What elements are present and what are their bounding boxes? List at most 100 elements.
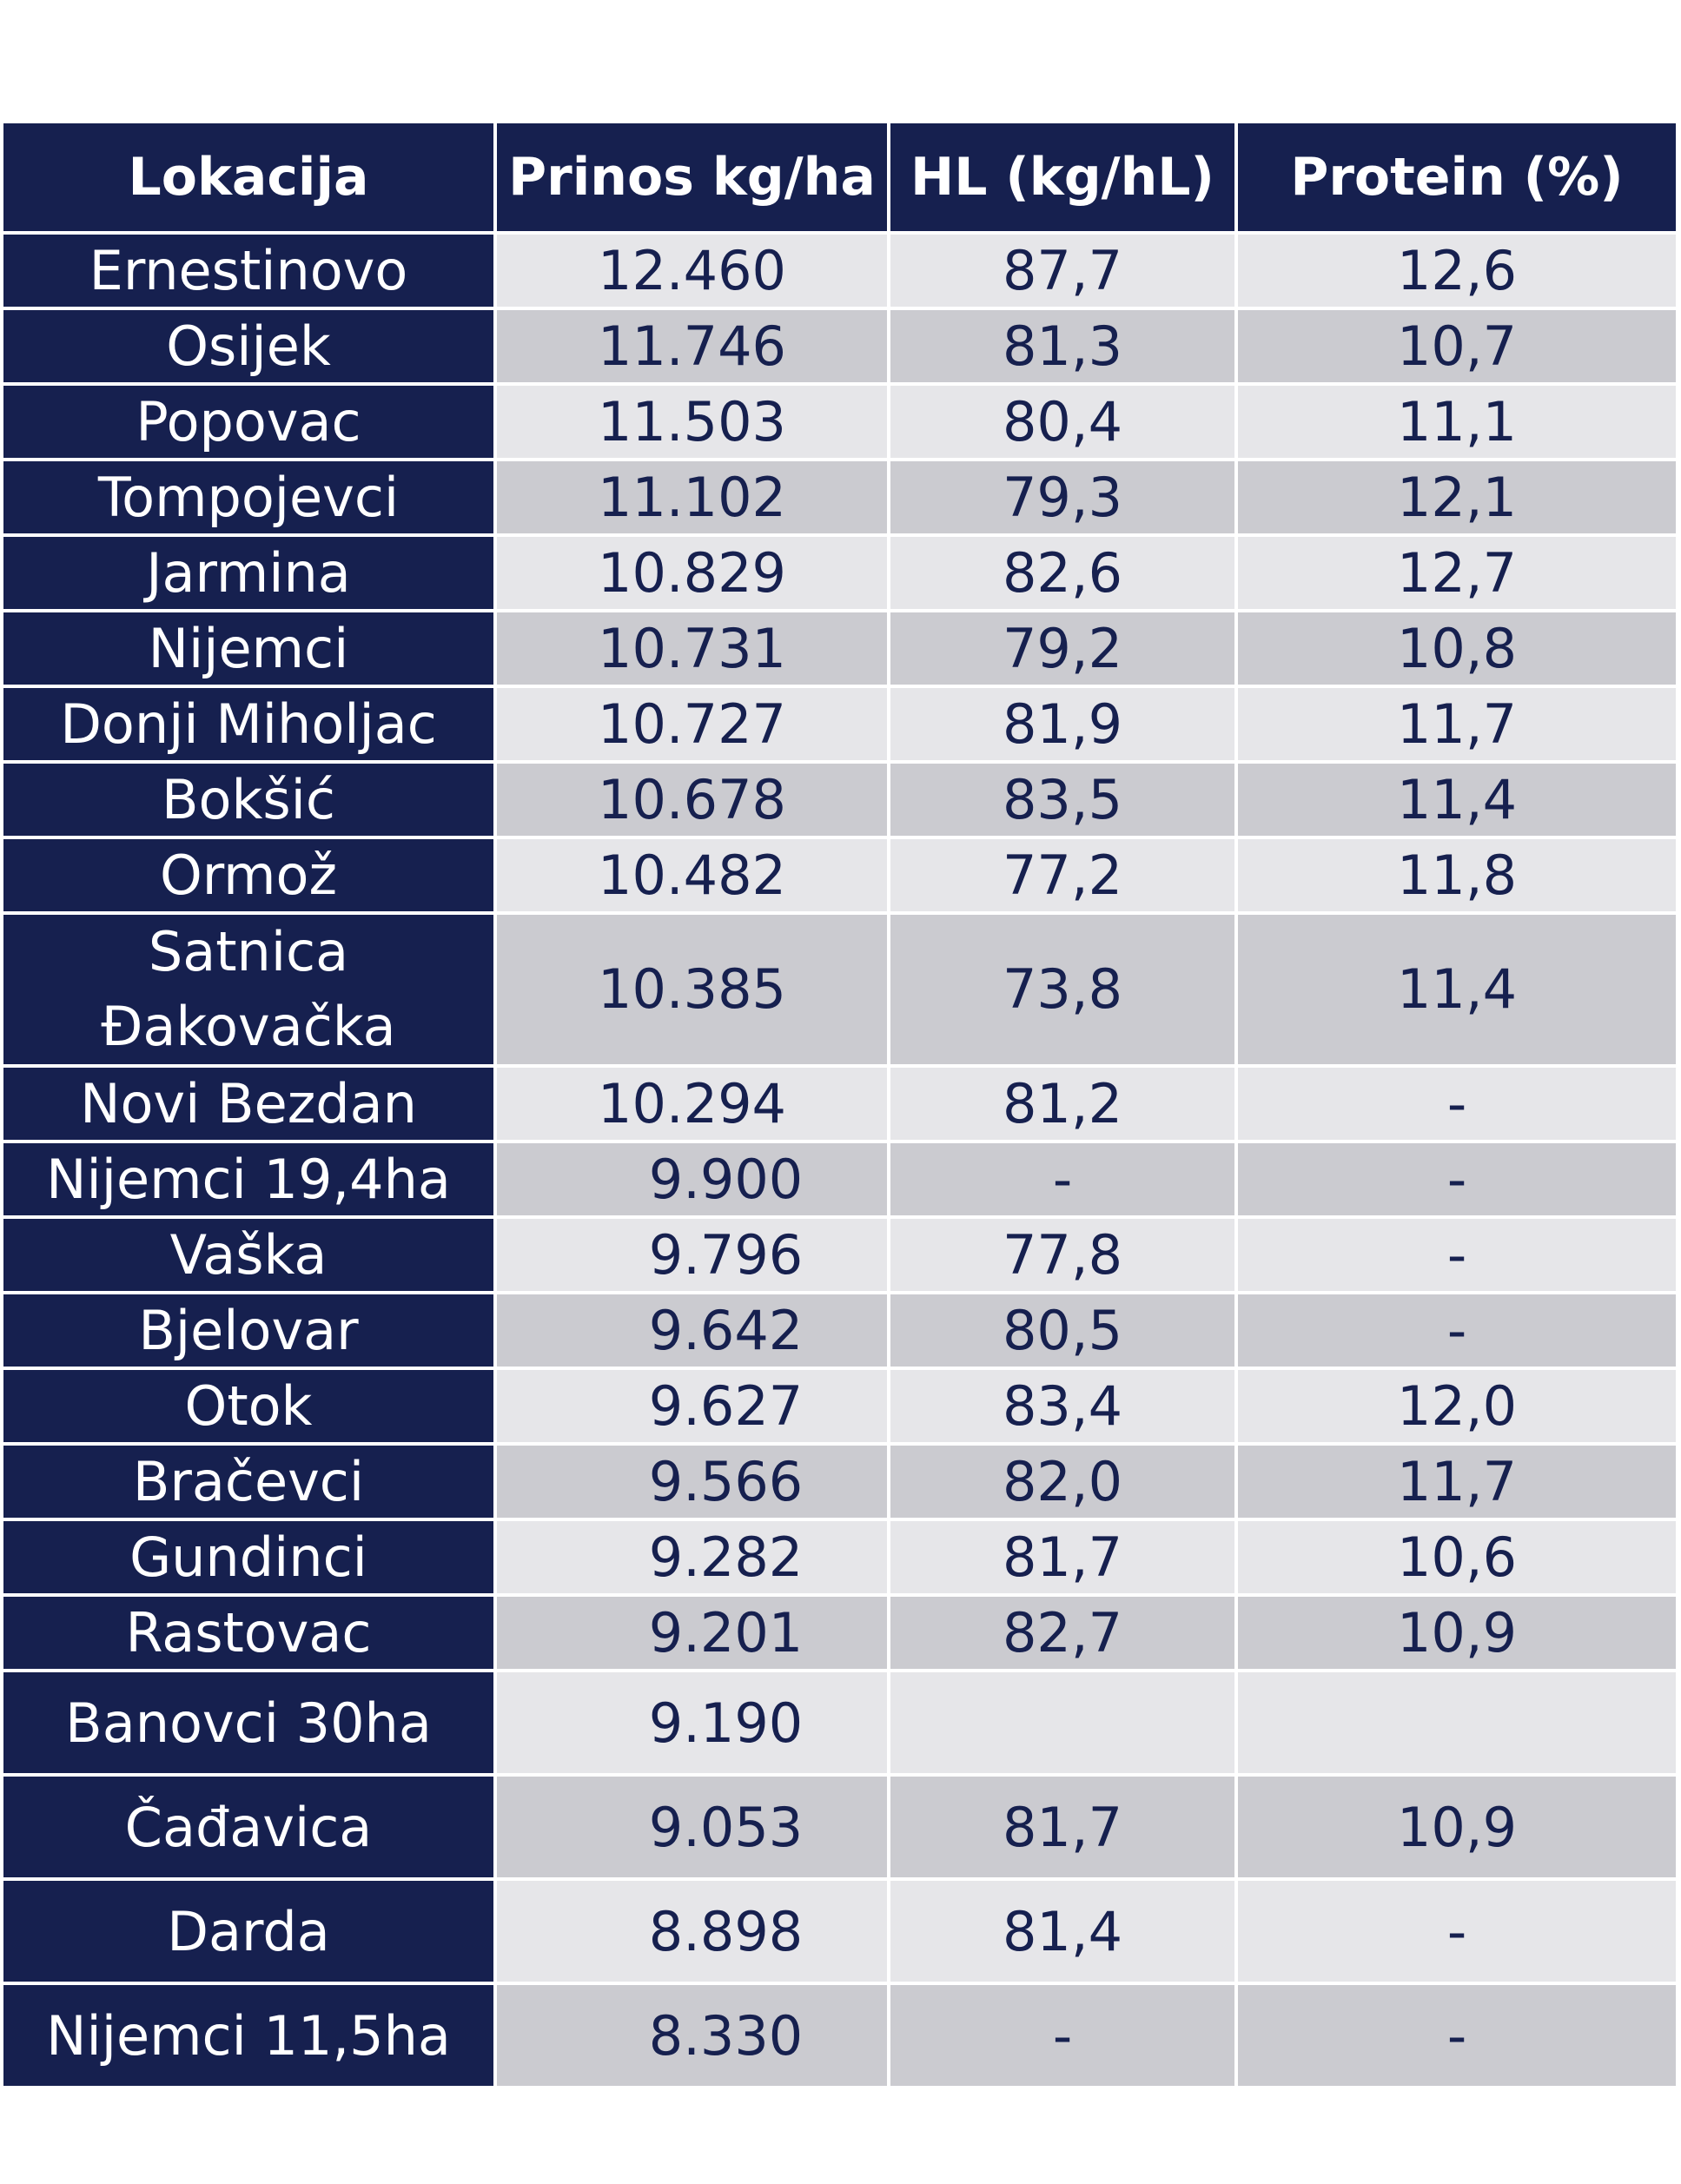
cell-protein: 10,6 [1234, 1518, 1676, 1597]
header-protein: Protein (%) [1234, 123, 1676, 235]
prinos-value: 12.460 [598, 239, 786, 302]
cell-protein: 11,1 [1234, 382, 1676, 461]
table-row: Otok 9.627 83,4 12,0 [3, 1367, 1676, 1446]
cell-hl [887, 1669, 1238, 1777]
cell-lokacija: Nijemci [3, 609, 497, 688]
cell-hl: 82,0 [887, 1442, 1238, 1521]
table-row: Darda 8.898 81,4- [3, 1877, 1676, 1985]
cell-prinos: 10.482 [493, 836, 890, 915]
cell-protein: 12,6 [1234, 231, 1676, 310]
cell-hl: 81,7 [887, 1518, 1238, 1597]
table-row: Donji Miholjac 10.727 81,9 11,7 [3, 685, 1676, 764]
cell-lokacija: Rastovac [3, 1593, 497, 1672]
cell-protein: - [1234, 1215, 1676, 1294]
cell-protein: 11,7 [1234, 685, 1676, 764]
cell-prinos: 12.460 [493, 231, 890, 310]
header-hl: HL (kg/hL) [887, 123, 1238, 235]
prinos-value: 9.642 [648, 1299, 804, 1362]
header-lokacija: Lokacija [3, 123, 497, 235]
cell-lokacija: Gundinci [3, 1518, 497, 1597]
cell-lokacija: Osijek [3, 307, 497, 386]
cell-hl: 83,5 [887, 760, 1238, 839]
prinos-value: 10.294 [598, 1072, 786, 1135]
table-row: Bokšić 10.678 83,5 11,4 [3, 760, 1676, 839]
table-row: Satnica Đakovačka 10.385 73,8 11,4 [3, 911, 1676, 1068]
cell-lokacija: Ormož [3, 836, 497, 915]
cell-prinos: 11.503 [493, 382, 890, 461]
table-row: Nijemci 11,5ha 8.330 - - [3, 1982, 1676, 2089]
cell-protein: - [1234, 1877, 1676, 1985]
prinos-value: 10.482 [598, 844, 786, 907]
prinos-value: 9.627 [648, 1374, 804, 1438]
cell-hl: 77,8 [887, 1215, 1238, 1294]
prinos-value: 10.731 [598, 617, 786, 680]
cell-lokacija: Banovci 30ha [3, 1669, 497, 1777]
cell-hl: 79,3 [887, 458, 1238, 537]
prinos-value: 9.053 [648, 1795, 804, 1859]
cell-lokacija: Satnica Đakovačka [3, 911, 497, 1068]
cell-protein: 10,9 [1234, 1773, 1676, 1881]
table-row: Novi Bezdan 10.294 81,2- [3, 1064, 1676, 1143]
cell-hl: - [887, 1140, 1238, 1219]
cell-hl: 87,7 [887, 231, 1238, 310]
cell-lokacija: Vaška [3, 1215, 497, 1294]
table-row: Popovac 11.503 80,4 11,1 [3, 382, 1676, 461]
cell-prinos: 9.796 [493, 1215, 890, 1294]
prinos-value: 9.282 [648, 1525, 804, 1589]
prinos-value: 10.385 [598, 957, 786, 1021]
cell-hl: 81,9 [887, 685, 1238, 764]
cell-hl: - [887, 1982, 1238, 2089]
table-row: Jarmina 10.829 82,6 12,7 [3, 533, 1676, 612]
cell-hl: 73,8 [887, 911, 1238, 1068]
cell-lokacija: Bjelovar [3, 1291, 497, 1370]
cell-prinos: 9.566 [493, 1442, 890, 1521]
cell-protein: 10,9 [1234, 1593, 1676, 1672]
prinos-value: 9.566 [648, 1450, 804, 1513]
cell-hl: 82,6 [887, 533, 1238, 612]
cell-lokacija: Popovac [3, 382, 497, 461]
header-prinos: Prinos kg/ha [493, 123, 890, 235]
cell-prinos: 10.678 [493, 760, 890, 839]
table-row: Ormož 10.482 77,2 11,8 [3, 836, 1676, 915]
cell-prinos: 11.102 [493, 458, 890, 537]
cell-lokacija: Bračevci [3, 1442, 497, 1521]
cell-protein: 11,4 [1234, 760, 1676, 839]
cell-prinos: 9.282 [493, 1518, 890, 1597]
table-row: Osijek 11.746 81,3 10,7 [3, 307, 1676, 386]
prinos-value: 10.678 [598, 768, 786, 831]
cell-protein: 12,1 [1234, 458, 1676, 537]
cell-lokacija: Bokšić [3, 760, 497, 839]
cell-prinos: 9.642 [493, 1291, 890, 1370]
cell-hl: 81,3 [887, 307, 1238, 386]
cell-protein: - [1234, 1140, 1676, 1219]
table-row: Gundinci 9.282 81,7 10,6 [3, 1518, 1676, 1597]
cell-lokacija: Jarmina [3, 533, 497, 612]
cell-protein: 12,7 [1234, 533, 1676, 612]
cell-prinos: 10.829 [493, 533, 890, 612]
prinos-value: 11.102 [598, 466, 786, 529]
cell-prinos: 10.727 [493, 685, 890, 764]
cell-hl: 79,2 [887, 609, 1238, 688]
cell-protein [1234, 1669, 1676, 1777]
cell-protein: 11,7 [1234, 1442, 1676, 1521]
table-row: Banovci 30ha 9.190 [3, 1669, 1676, 1777]
yield-table: Lokacija Prinos kg/ha HL (kg/hL) Protein… [3, 123, 1676, 2089]
table-row: Rastovac 9.201 82,7 10,9 [3, 1593, 1676, 1672]
cell-lokacija: Nijemci 11,5ha [3, 1982, 497, 2089]
cell-lokacija: Čađavica [3, 1773, 497, 1881]
cell-protein: 11,8 [1234, 836, 1676, 915]
table-row: Vaška 9.796 77,8- [3, 1215, 1676, 1294]
cell-hl: 81,7 [887, 1773, 1238, 1881]
cell-prinos: 9.627 [493, 1367, 890, 1446]
cell-prinos: 10.385 [493, 911, 890, 1068]
cell-protein: - [1234, 1064, 1676, 1143]
prinos-value: 10.727 [598, 692, 786, 756]
cell-hl: 81,4 [887, 1877, 1238, 1985]
prinos-value: 9.190 [648, 1691, 804, 1755]
cell-hl: 80,4 [887, 382, 1238, 461]
cell-prinos: 8.330 [493, 1982, 890, 2089]
prinos-value: 8.898 [648, 1899, 804, 1963]
prinos-value: 9.796 [648, 1223, 804, 1287]
cell-lokacija: Novi Bezdan [3, 1064, 497, 1143]
cell-protein: 10,8 [1234, 609, 1676, 688]
